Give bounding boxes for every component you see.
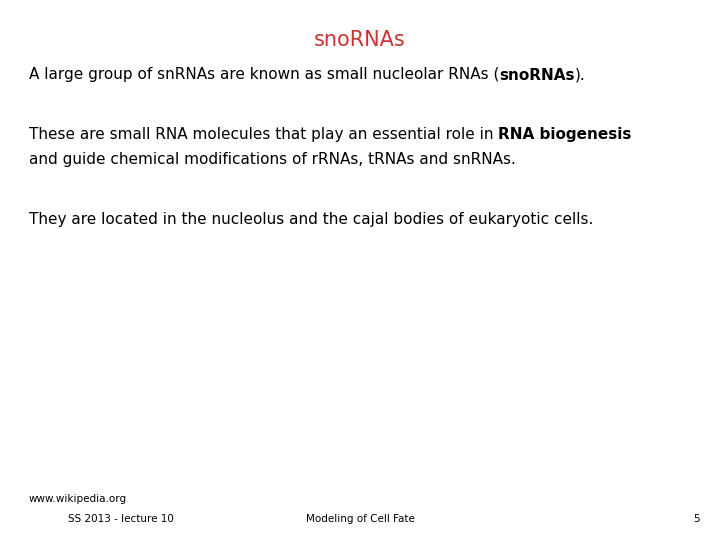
Text: www.wikipedia.org: www.wikipedia.org <box>29 494 127 504</box>
Text: SS 2013 - lecture 10: SS 2013 - lecture 10 <box>68 514 174 524</box>
Text: RNA biogenesis: RNA biogenesis <box>498 127 631 142</box>
Text: and guide chemical modifications of rRNAs, tRNAs and snRNAs.: and guide chemical modifications of rRNA… <box>29 152 516 167</box>
Text: Modeling of Cell Fate: Modeling of Cell Fate <box>305 514 415 524</box>
Text: 5: 5 <box>693 514 700 524</box>
Text: ).: ). <box>575 68 585 83</box>
Text: They are located in the nucleolus and the cajal bodies of eukaryotic cells.: They are located in the nucleolus and th… <box>29 212 593 227</box>
Text: snoRNAs: snoRNAs <box>499 68 575 83</box>
Text: A large group of snRNAs are known as small nucleolar RNAs (: A large group of snRNAs are known as sma… <box>29 68 499 83</box>
Text: These are small RNA molecules that play an essential role in: These are small RNA molecules that play … <box>29 127 498 142</box>
Text: snoRNAs: snoRNAs <box>314 30 406 50</box>
